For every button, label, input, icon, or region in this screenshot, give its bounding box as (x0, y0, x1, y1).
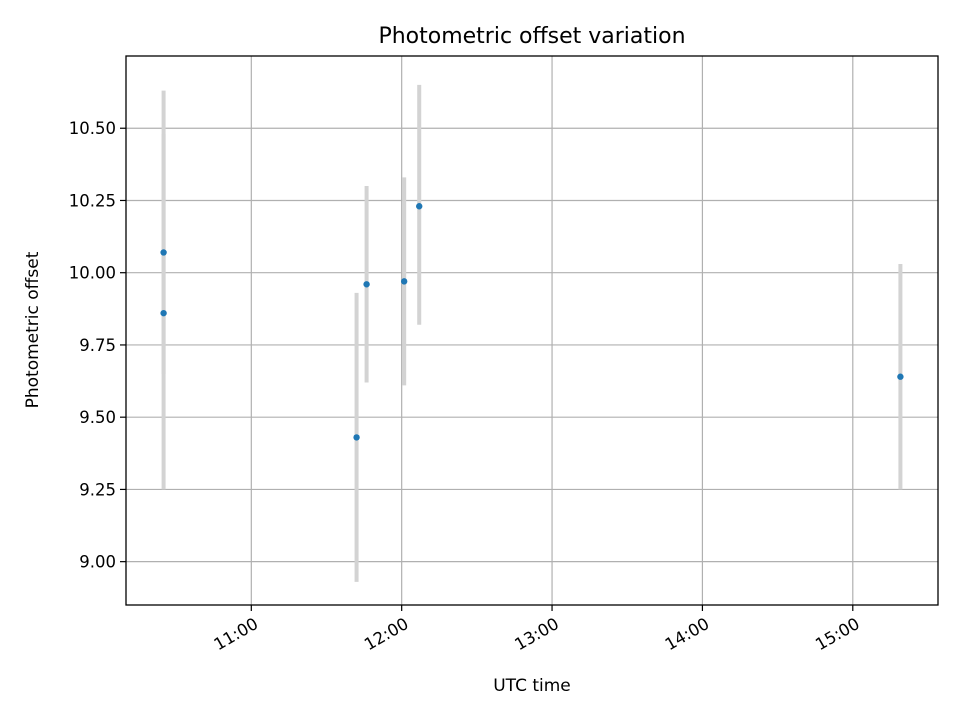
y-tick-label: 10.25 (69, 191, 116, 210)
y-tick-label: 9.75 (79, 336, 116, 355)
data-point (897, 373, 904, 380)
x-tick-label: 13:00 (511, 614, 562, 654)
x-tick-label: 15:00 (812, 614, 863, 654)
chart-title: Photometric offset variation (378, 24, 685, 49)
data-points (160, 203, 904, 441)
x-axis-label: UTC time (493, 676, 571, 696)
y-axis-label: Photometric offset (23, 251, 43, 408)
data-point (353, 434, 360, 441)
x-tick-label: 11:00 (211, 614, 262, 654)
x-axis-ticks: 11:00 12:00 13:00 14:00 15:00 (211, 605, 863, 654)
y-tick-label: 10.50 (69, 119, 116, 138)
plot-frame (125, 55, 939, 606)
y-tick-label: 9.50 (79, 408, 116, 427)
y-tick-label: 10.00 (69, 264, 116, 283)
y-tick-label: 9.25 (79, 480, 116, 499)
x-tick-label: 12:00 (361, 614, 412, 654)
data-point (416, 203, 423, 210)
x-tick-label: 14:00 (662, 614, 713, 654)
data-point (363, 281, 370, 288)
y-axis-ticks: 9.00 9.25 9.50 9.75 10.00 10.25 10.50 (69, 119, 126, 572)
error-bars (161, 84, 903, 582)
data-point (160, 249, 167, 256)
data-point (400, 278, 408, 285)
y-tick-label: 9.00 (79, 553, 116, 572)
data-point (160, 309, 167, 317)
grid (126, 56, 938, 605)
